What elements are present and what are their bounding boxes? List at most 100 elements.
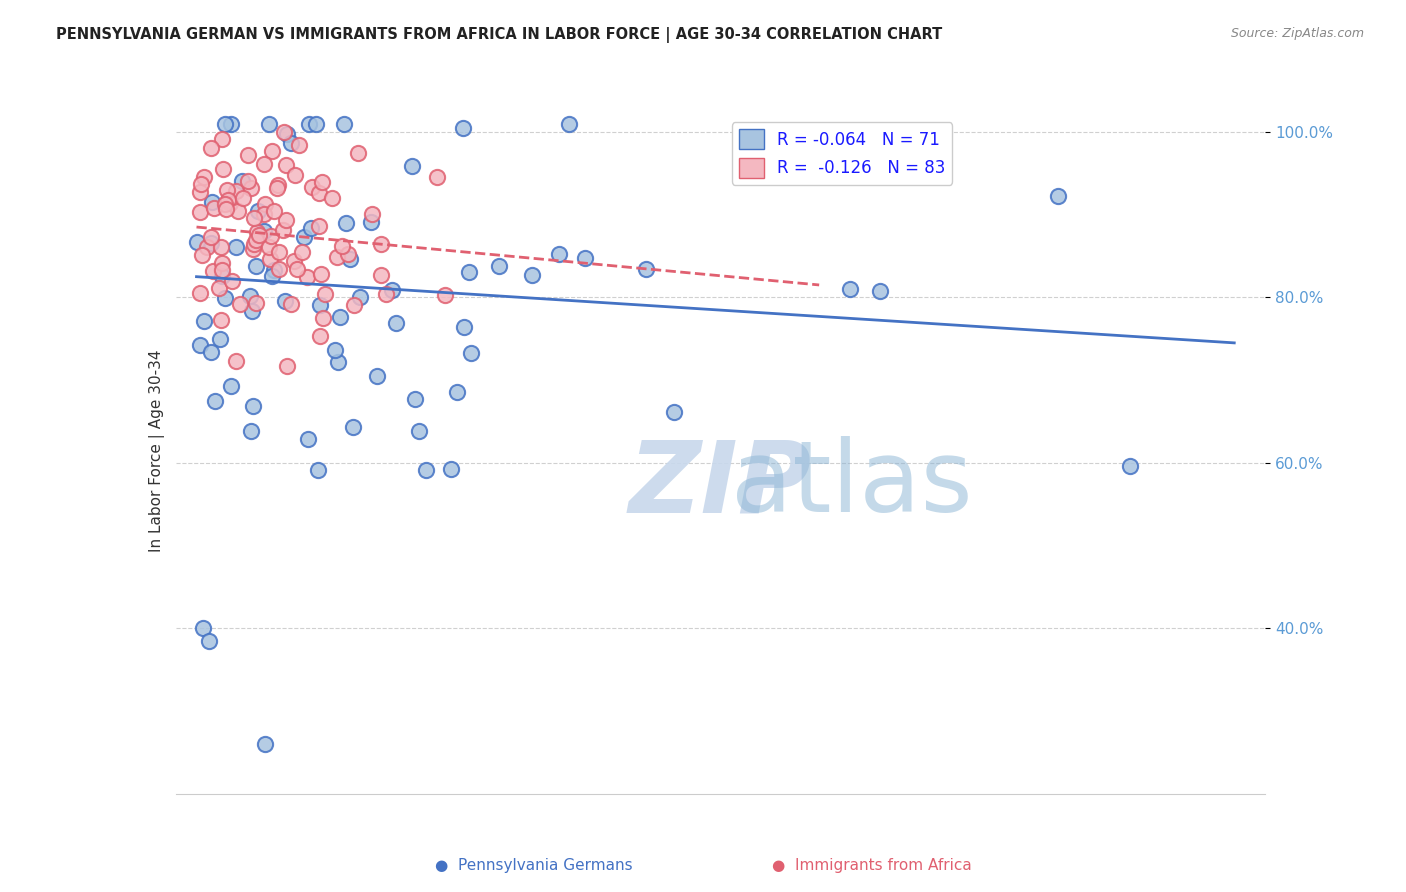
Immigrants from Africa xyxy=(287,138,309,153)
Pennsylvania Germans xyxy=(259,117,281,131)
Immigrants from Africa xyxy=(245,233,267,247)
Immigrants from Africa xyxy=(215,202,238,216)
Immigrants from Africa xyxy=(326,251,349,265)
Immigrants from Africa xyxy=(370,236,392,251)
Pennsylvania Germans xyxy=(342,419,364,434)
Immigrants from Africa xyxy=(260,229,283,244)
Pennsylvania Germans xyxy=(366,369,388,384)
Pennsylvania Germans xyxy=(186,235,208,249)
Pennsylvania Germans xyxy=(225,240,247,254)
Pennsylvania Germans xyxy=(219,117,242,131)
Pennsylvania Germans xyxy=(335,216,357,230)
Immigrants from Africa xyxy=(217,183,239,197)
Immigrants from Africa xyxy=(191,248,214,262)
Pennsylvania Germans xyxy=(200,236,222,251)
Pennsylvania Germans xyxy=(254,737,277,751)
Pennsylvania Germans xyxy=(408,424,430,438)
Immigrants from Africa xyxy=(245,296,267,310)
Immigrants from Africa xyxy=(337,247,360,261)
Immigrants from Africa xyxy=(295,269,318,284)
Immigrants from Africa xyxy=(308,219,330,234)
Immigrants from Africa xyxy=(239,180,262,194)
Pennsylvania Germans xyxy=(209,332,232,346)
Pennsylvania Germans xyxy=(333,117,356,131)
Pennsylvania Germans xyxy=(304,117,326,131)
Pennsylvania Germans xyxy=(662,405,685,419)
Immigrants from Africa xyxy=(243,211,266,225)
Immigrants from Africa xyxy=(311,175,333,189)
Pennsylvania Germans xyxy=(198,633,221,648)
Immigrants from Africa xyxy=(188,204,211,219)
Pennsylvania Germans xyxy=(193,313,215,327)
Pennsylvania Germans xyxy=(558,117,581,131)
Immigrants from Africa xyxy=(321,191,343,205)
Immigrants from Africa xyxy=(311,267,333,281)
Immigrants from Africa xyxy=(253,157,276,171)
Pennsylvania Germans xyxy=(253,224,276,238)
Immigrants from Africa xyxy=(200,230,222,244)
Immigrants from Africa xyxy=(370,268,392,282)
Pennsylvania Germans xyxy=(239,289,262,303)
Pennsylvania Germans xyxy=(326,355,349,369)
Immigrants from Africa xyxy=(211,263,233,277)
Pennsylvania Germans xyxy=(297,432,319,446)
Pennsylvania Germans xyxy=(460,346,482,360)
Text: ZIP: ZIP xyxy=(628,436,813,533)
Pennsylvania Germans xyxy=(488,259,510,273)
Pennsylvania Germans xyxy=(309,298,332,312)
Immigrants from Africa xyxy=(195,240,218,254)
Pennsylvania Germans xyxy=(240,304,263,318)
Immigrants from Africa xyxy=(217,193,239,207)
Immigrants from Africa xyxy=(274,158,297,172)
Immigrants from Africa xyxy=(211,255,233,269)
Pennsylvania Germans xyxy=(1119,458,1142,473)
Immigrants from Africa xyxy=(269,262,291,277)
Pennsylvania Germans xyxy=(280,136,302,150)
Pennsylvania Germans xyxy=(307,462,329,476)
Pennsylvania Germans xyxy=(200,345,222,359)
Text: PENNSYLVANIA GERMAN VS IMMIGRANTS FROM AFRICA IN LABOR FORCE | AGE 30-34 CORRELA: PENNSYLVANIA GERMAN VS IMMIGRANTS FROM A… xyxy=(56,27,942,43)
Immigrants from Africa xyxy=(229,297,252,311)
Immigrants from Africa xyxy=(188,286,211,301)
Immigrants from Africa xyxy=(262,145,284,159)
Immigrants from Africa xyxy=(188,185,211,199)
Immigrants from Africa xyxy=(301,180,323,194)
Pennsylvania Germans xyxy=(211,268,233,283)
Pennsylvania Germans xyxy=(520,268,543,282)
Immigrants from Africa xyxy=(214,197,236,211)
Immigrants from Africa xyxy=(347,145,370,160)
Pennsylvania Germans xyxy=(446,385,468,400)
Immigrants from Africa xyxy=(253,207,276,221)
Immigrants from Africa xyxy=(246,225,269,239)
Immigrants from Africa xyxy=(343,297,366,311)
Text: atlas: atlas xyxy=(731,436,972,533)
Pennsylvania Germans xyxy=(360,215,382,229)
Pennsylvania Germans xyxy=(1046,189,1069,203)
Immigrants from Africa xyxy=(257,239,280,253)
Pennsylvania Germans xyxy=(574,252,596,266)
Immigrants from Africa xyxy=(285,262,308,277)
Pennsylvania Germans xyxy=(401,159,423,173)
Immigrants from Africa xyxy=(209,240,232,254)
Immigrants from Africa xyxy=(309,328,332,343)
Pennsylvania Germans xyxy=(260,268,283,283)
Immigrants from Africa xyxy=(193,169,215,184)
Immigrants from Africa xyxy=(269,244,291,259)
Text: Source: ZipAtlas.com: Source: ZipAtlas.com xyxy=(1230,27,1364,40)
Immigrants from Africa xyxy=(274,212,297,227)
Immigrants from Africa xyxy=(253,197,276,211)
Pennsylvania Germans xyxy=(242,400,264,414)
Pennsylvania Germans xyxy=(404,392,426,407)
Immigrants from Africa xyxy=(209,313,232,327)
Pennsylvania Germans xyxy=(869,284,891,298)
Pennsylvania Germans xyxy=(381,283,404,297)
Immigrants from Africa xyxy=(190,178,212,192)
Pennsylvania Germans xyxy=(328,310,350,325)
Immigrants from Africa xyxy=(236,174,259,188)
Immigrants from Africa xyxy=(225,184,247,198)
Immigrants from Africa xyxy=(276,359,298,374)
Pennsylvania Germans xyxy=(325,343,347,358)
Immigrants from Africa xyxy=(374,287,396,301)
Pennsylvania Germans xyxy=(201,194,224,209)
Immigrants from Africa xyxy=(247,227,270,242)
